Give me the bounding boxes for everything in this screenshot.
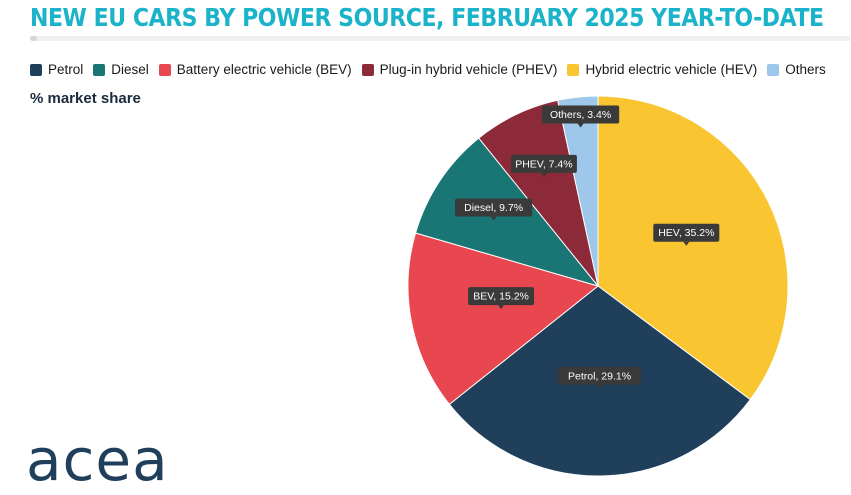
legend-label: Hybrid electric vehicle (HEV) — [585, 62, 758, 77]
data-label-text: HEV, 35.2% — [658, 227, 714, 239]
legend-label: Battery electric vehicle (BEV) — [176, 62, 352, 77]
data-label-box — [468, 287, 535, 306]
legend-item: Petrol — [30, 62, 83, 77]
chart-legend: Petrol Diesel Battery electric vehicle (BE… — [30, 62, 836, 77]
legend-item: Hybrid electric vehicle (HEV) — [567, 62, 757, 77]
data-label-petrol: Petrol, 29.1% — [558, 366, 641, 389]
data-label-bev: BEV, 15.2% — [468, 287, 535, 310]
data-label-box — [455, 198, 533, 217]
data-label-diesel: Diesel, 9.7% — [455, 198, 533, 221]
data-label-box — [558, 366, 641, 385]
legend-item: Others — [767, 62, 826, 77]
legend-item: Plug-in hybrid vehicle (PHEV) — [361, 62, 558, 77]
data-label-phev: PHEV, 7.4% — [510, 154, 577, 177]
data-label-text: BEV, 15.2% — [473, 291, 529, 303]
data-label-box — [653, 223, 720, 242]
data-label-others: Others, 3.4% — [541, 105, 620, 128]
pie-slice-others[interactable] — [557, 95, 599, 287]
legend-swatch — [93, 63, 106, 76]
unit-subtitle: % market share — [30, 90, 141, 107]
legend-label: Diesel — [111, 62, 149, 77]
legend-label: Others — [785, 62, 826, 77]
legend-label: Plug-in hybrid vehicle (PHEV) — [379, 62, 558, 77]
legend-swatch — [30, 63, 42, 76]
data-label-box — [510, 154, 577, 173]
data-label-text: Petrol, 29.1% — [568, 370, 631, 382]
legend-swatch — [158, 63, 171, 76]
pie-slice-bev[interactable] — [407, 232, 600, 406]
chart-title: NEW EU CARS BY POWER SOURCE, FEBRUARY 20… — [30, 3, 824, 32]
pie-slice-hev[interactable] — [597, 95, 789, 401]
data-label-pointer — [498, 305, 505, 310]
legend-swatch — [361, 63, 374, 76]
data-label-pointer — [577, 123, 584, 128]
acea-logo: acea — [26, 428, 169, 492]
logo-text: acea — [26, 428, 169, 492]
data-label-hev: HEV, 35.2% — [653, 223, 720, 246]
data-label-pointer — [490, 216, 497, 221]
title-divider — [30, 36, 851, 41]
legend-item: Battery electric vehicle (BEV) — [158, 62, 352, 77]
legend-swatch — [567, 63, 580, 76]
legend-item: Diesel — [93, 62, 149, 77]
data-label-text: Diesel, 9.7% — [464, 202, 523, 214]
legend-swatch — [767, 63, 780, 76]
data-label-text: Others, 3.4% — [550, 109, 611, 121]
data-label-text: PHEV, 7.4% — [515, 158, 572, 170]
data-label-box — [541, 105, 620, 124]
data-label-pointer — [683, 241, 690, 246]
legend-label: Petrol — [48, 62, 84, 77]
data-label-pointer — [596, 384, 603, 389]
data-label-pointer — [540, 172, 547, 177]
